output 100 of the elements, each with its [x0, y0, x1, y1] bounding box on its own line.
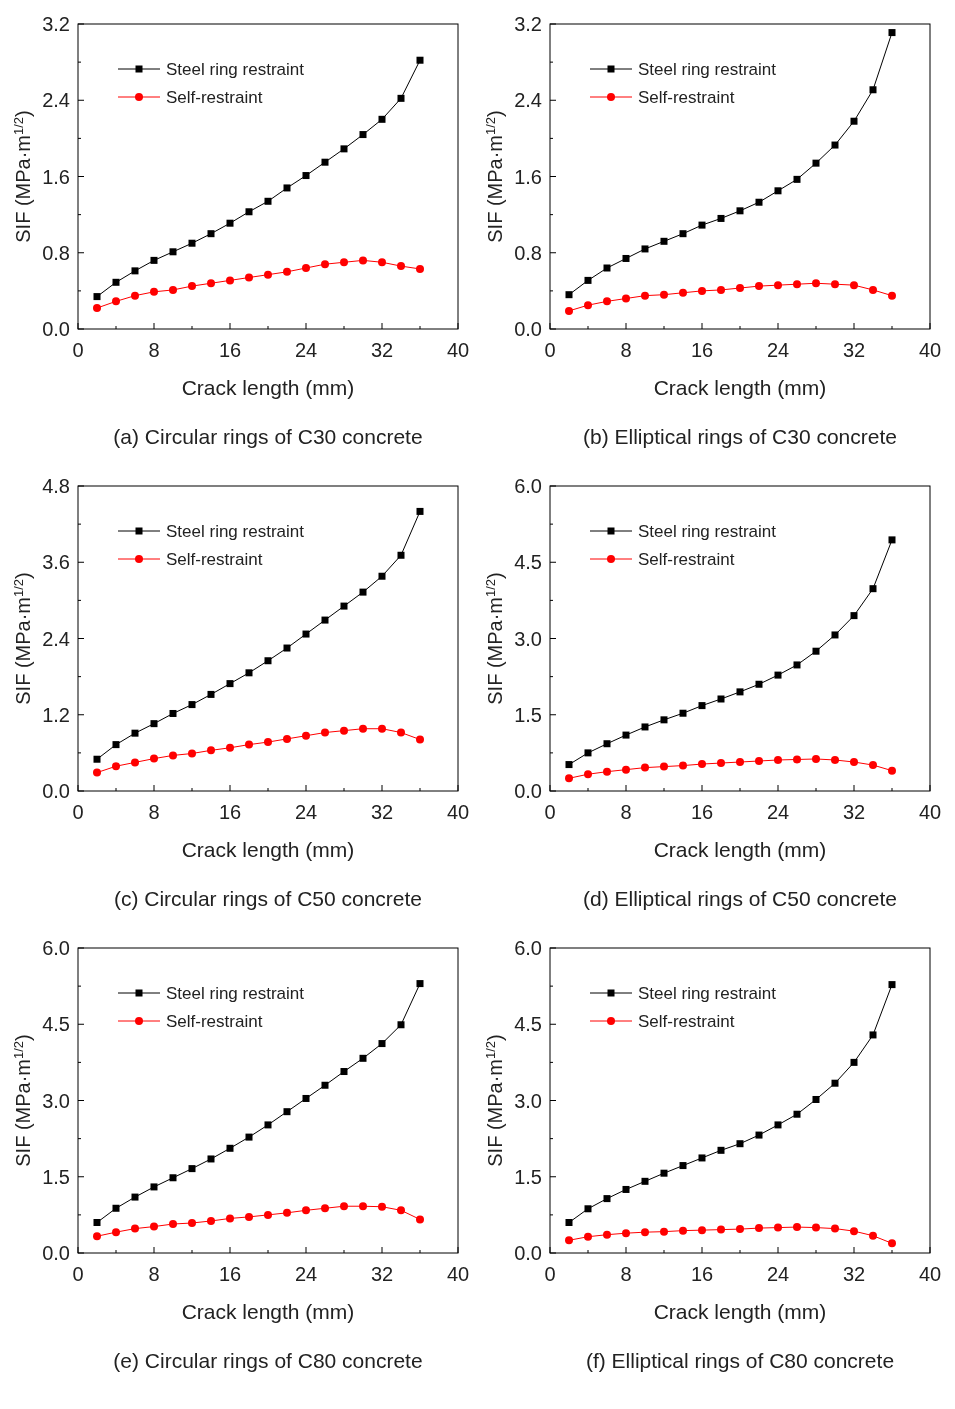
point: [812, 279, 820, 288]
point: [283, 1208, 291, 1217]
legend-label: Steel ring restraint: [166, 60, 305, 79]
point: [869, 1231, 877, 1240]
point: [869, 1031, 877, 1039]
point: [283, 734, 291, 743]
point: [283, 267, 291, 276]
point: [93, 768, 101, 777]
y-tick-label: 3.0: [514, 1089, 542, 1112]
point: [641, 245, 649, 253]
point: [302, 172, 310, 180]
legend-label: Steel ring restraint: [166, 522, 305, 541]
point: [850, 117, 858, 125]
y-tick-label: 1.5: [42, 1165, 70, 1188]
x-tick-label: 32: [370, 801, 394, 823]
x-tick-label: 24: [294, 801, 318, 823]
y-tick-label: 3.2: [514, 13, 542, 35]
x-tick-label: 24: [766, 1263, 790, 1285]
point: [245, 740, 253, 749]
point: [755, 282, 763, 291]
point: [131, 758, 139, 767]
point: [831, 1224, 839, 1233]
point: [226, 1214, 234, 1223]
point: [698, 760, 706, 769]
point: [226, 219, 234, 227]
y-tick-label: 0.0: [42, 780, 70, 802]
point: [755, 1224, 763, 1233]
point: [93, 1219, 101, 1226]
point: [717, 285, 725, 294]
point: [622, 731, 630, 739]
point: [869, 761, 877, 770]
point: [831, 755, 839, 764]
x-tick-label: 24: [766, 801, 790, 823]
x-tick-label: 0: [72, 339, 84, 361]
point: [93, 755, 101, 763]
legend-label: Self-restraint: [638, 88, 735, 107]
point: [584, 301, 592, 310]
text: (a) Circular rings of C30 concrete: [113, 425, 423, 448]
point: [150, 1222, 158, 1231]
point: [603, 264, 611, 272]
y-tick-label: 6.0: [42, 937, 70, 959]
x-tick-label: 8: [620, 1263, 632, 1285]
text: (f) Elliptical rings of C80 concrete: [585, 1349, 895, 1372]
point: [679, 230, 687, 238]
point: [150, 256, 158, 264]
x-axis-title: Crack length (mm): [181, 1300, 355, 1323]
point: [717, 759, 725, 768]
x-tick-label: 40: [918, 801, 942, 823]
point: [188, 749, 196, 758]
point: [774, 187, 782, 195]
point: [359, 588, 367, 596]
point: [660, 762, 668, 771]
point: [660, 237, 668, 245]
point: [641, 763, 649, 772]
point: [565, 1236, 573, 1245]
point: [321, 260, 329, 269]
point: [641, 723, 649, 731]
y-tick-label: 2.4: [42, 627, 70, 650]
x-tick-label: 16: [218, 1263, 242, 1285]
point: [302, 1206, 310, 1215]
point: [565, 1219, 573, 1226]
point: [774, 755, 782, 764]
point: [169, 709, 177, 717]
point: [603, 740, 611, 748]
legend-label: Steel ring restraint: [638, 522, 777, 541]
y-tick-label: 2.4: [514, 89, 542, 112]
point: [321, 616, 329, 624]
point: [888, 1239, 896, 1248]
y-tick-label: 6.0: [514, 937, 542, 959]
point: [302, 264, 310, 272]
y-tick-label: 6.0: [514, 475, 542, 497]
point: [698, 286, 706, 295]
point: [565, 291, 573, 299]
point: [622, 254, 630, 262]
point: [378, 572, 386, 580]
point: [302, 731, 310, 740]
point: [131, 291, 139, 300]
point: [603, 1230, 611, 1239]
point: [850, 1227, 858, 1236]
point: [321, 158, 329, 166]
point: [622, 1185, 630, 1193]
point: [378, 1202, 386, 1211]
point: [736, 758, 744, 767]
point: [264, 1210, 272, 1219]
point: [698, 1226, 706, 1235]
y-tick-label: 2.4: [42, 89, 70, 112]
point: [283, 644, 291, 652]
point: [112, 1204, 120, 1212]
y-tick-label: 0.0: [514, 1242, 542, 1264]
point: [397, 1021, 405, 1029]
point: [302, 630, 310, 638]
point: [565, 761, 573, 769]
point: [416, 264, 424, 273]
point: [679, 761, 687, 770]
point: [93, 293, 101, 301]
point: [603, 297, 611, 306]
point: [264, 270, 272, 279]
point: [774, 281, 782, 290]
legend-label: Self-restraint: [638, 1012, 735, 1031]
x-tick-label: 8: [148, 801, 160, 823]
